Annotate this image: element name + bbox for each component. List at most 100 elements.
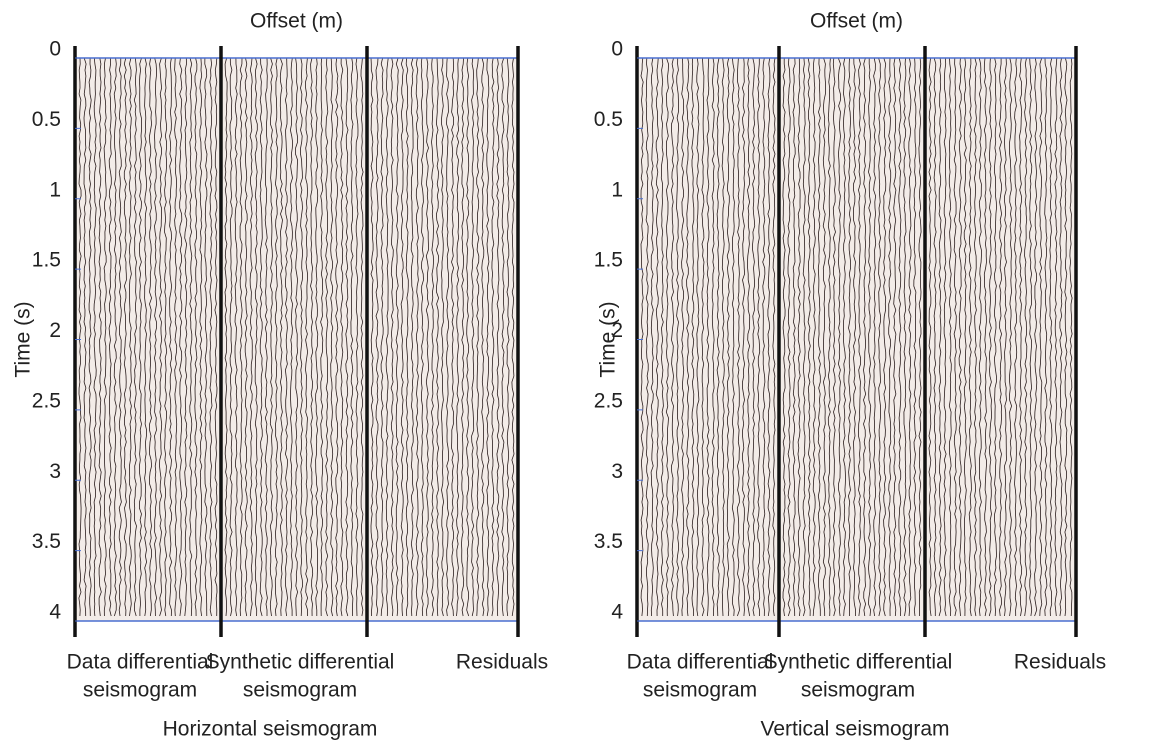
trace	[128, 57, 132, 617]
trace	[279, 57, 283, 617]
trace	[1029, 57, 1033, 617]
trace	[681, 57, 685, 617]
trace	[446, 57, 450, 617]
trace	[345, 57, 349, 617]
trace	[486, 57, 490, 617]
trace	[670, 57, 675, 617]
trace	[179, 57, 183, 617]
trace	[726, 57, 730, 617]
trace	[772, 57, 776, 617]
trace	[385, 57, 389, 617]
trace	[963, 57, 967, 617]
trace	[360, 57, 364, 617]
trace	[380, 57, 384, 617]
trace	[93, 57, 97, 617]
trace	[113, 57, 117, 617]
trace	[355, 57, 359, 617]
trace	[103, 57, 107, 617]
trace	[660, 57, 664, 616]
section-label: Residuals	[456, 651, 548, 674]
trace	[204, 57, 208, 617]
y-tick-label: 2.5	[32, 389, 61, 412]
y-tick-label: 3	[611, 460, 623, 483]
trace	[461, 57, 465, 617]
trace	[174, 57, 178, 617]
section-label: Synthetic differential	[206, 651, 395, 674]
trace	[676, 57, 680, 617]
trace	[430, 57, 434, 617]
trace	[863, 57, 867, 617]
trace	[284, 57, 288, 617]
trace	[1054, 57, 1058, 617]
trace	[747, 57, 751, 617]
trace	[797, 57, 801, 617]
y-tick-label: 0	[49, 38, 61, 61]
trace	[244, 57, 248, 617]
trace	[189, 57, 193, 617]
trace	[420, 57, 424, 617]
trace	[898, 57, 902, 617]
trace	[501, 57, 505, 617]
trace	[706, 57, 710, 617]
trace	[289, 57, 294, 616]
x-axis-label: Offset (m)	[250, 10, 343, 33]
trace	[782, 57, 786, 617]
traces	[640, 57, 1073, 617]
trace	[918, 57, 922, 617]
trace	[1059, 57, 1063, 617]
y-axis-label: Time (s)	[597, 301, 620, 377]
trace	[933, 57, 937, 616]
trace	[466, 57, 470, 617]
trace	[148, 57, 153, 617]
trace	[491, 57, 495, 617]
trace	[229, 57, 233, 617]
section-label: seismogram	[243, 679, 357, 702]
trace	[822, 57, 826, 617]
trace	[1034, 57, 1038, 617]
trace	[184, 57, 188, 617]
trace	[305, 57, 309, 617]
trace	[476, 57, 480, 617]
trace	[893, 57, 897, 617]
trace	[792, 57, 796, 617]
trace	[1064, 57, 1068, 617]
trace	[451, 57, 455, 617]
y-tick-label: 1.5	[32, 249, 61, 272]
trace	[1044, 57, 1048, 617]
trace	[370, 57, 374, 617]
trace	[988, 57, 992, 617]
trace	[214, 57, 218, 617]
trace	[731, 57, 735, 617]
trace	[948, 57, 952, 617]
trace	[300, 57, 304, 617]
trace	[757, 57, 761, 616]
trace	[812, 57, 816, 617]
trace	[239, 57, 243, 617]
trace	[787, 57, 791, 617]
trace	[767, 57, 771, 617]
trace	[405, 57, 409, 617]
y-tick-label: 3.5	[594, 530, 623, 553]
trace	[842, 57, 846, 617]
trace	[456, 57, 460, 617]
trace	[908, 57, 912, 617]
section-label: Synthetic differential	[764, 651, 953, 674]
traces	[78, 57, 515, 617]
trace	[425, 57, 429, 617]
trace	[471, 57, 475, 617]
trace	[224, 57, 228, 617]
trace	[736, 57, 740, 617]
trace	[350, 57, 354, 617]
trace	[858, 57, 862, 617]
trace	[903, 57, 907, 617]
trace	[993, 57, 997, 617]
trace	[310, 57, 314, 617]
trace	[335, 57, 339, 617]
trace	[194, 57, 198, 617]
trace	[88, 57, 92, 617]
panel-title: Horizontal seismogram	[163, 718, 378, 741]
y-tick-label: 4	[49, 601, 61, 624]
trace	[973, 57, 977, 617]
